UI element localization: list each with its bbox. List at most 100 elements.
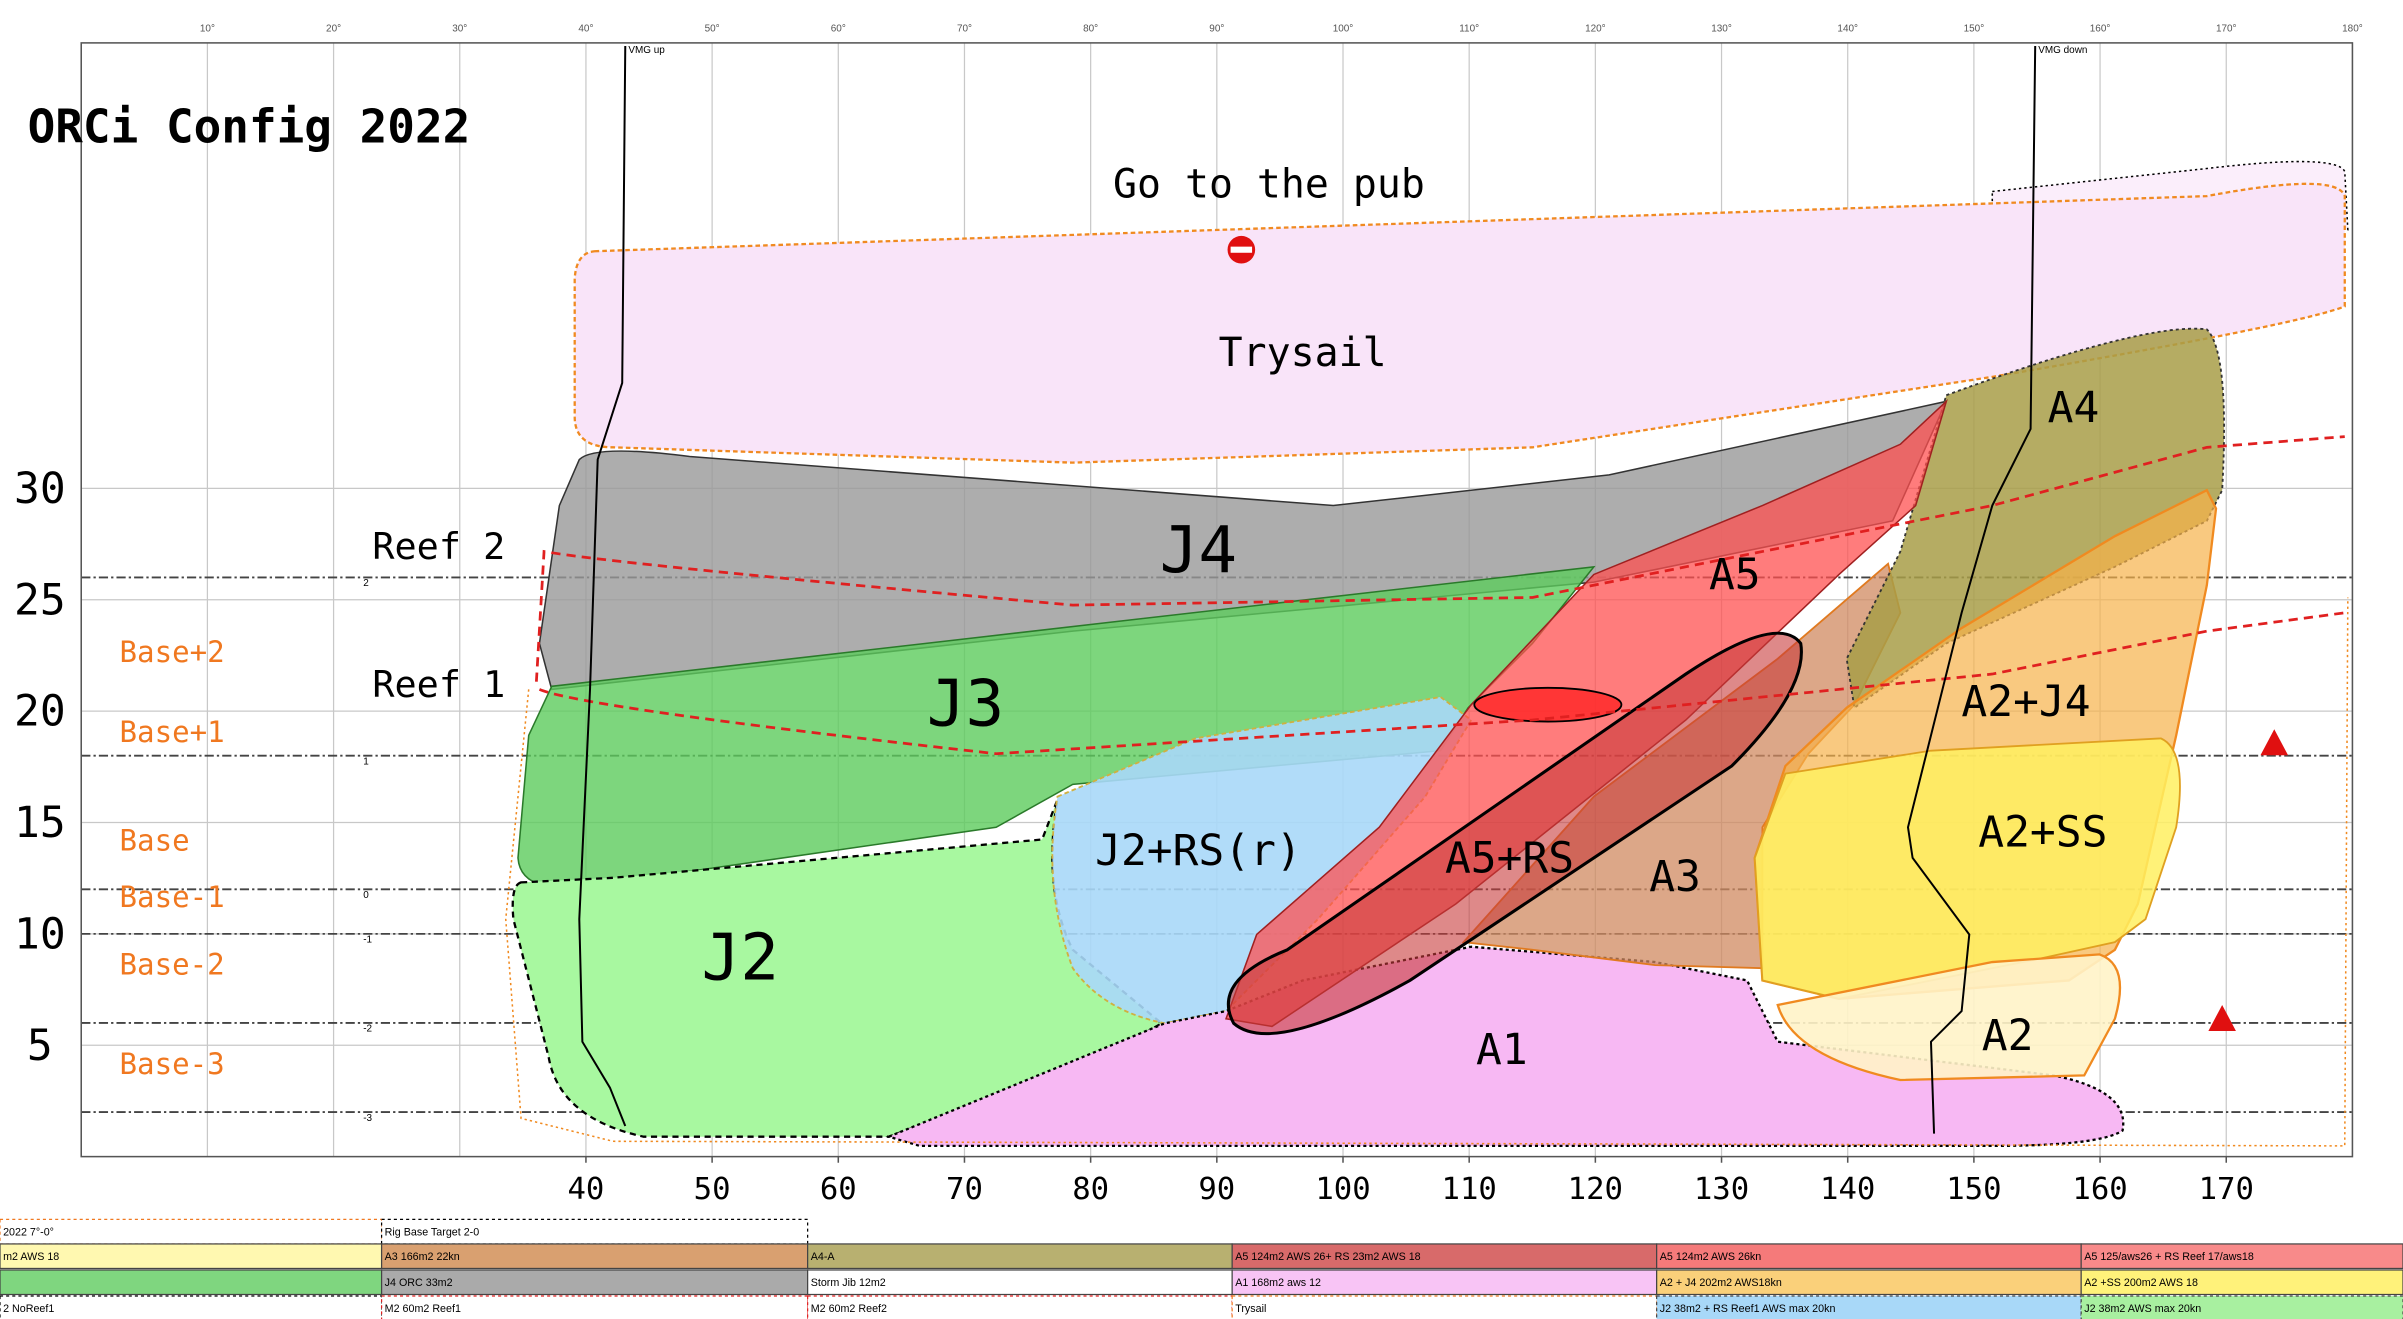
legend-label: A5 125/aws26 + RS Reef 17/aws18	[2084, 1251, 2254, 1263]
legend-cell	[0, 1295, 383, 1319]
legend-cell	[1656, 1243, 2082, 1270]
y-tick-label: 20	[14, 687, 66, 737]
top-tick-label: 170°	[2216, 24, 2237, 35]
legend-label: J2 38m2 AWS max 20kn	[2084, 1303, 2201, 1315]
top-tick-label: 70°	[957, 24, 972, 35]
region-label: A4	[2048, 383, 2100, 433]
x-tick-label: 60	[820, 1172, 857, 1207]
region-label: A2+J4	[1961, 677, 2090, 727]
reef-line	[538, 611, 2345, 756]
top-tick-label: 80°	[1083, 24, 1098, 35]
regions	[511, 160, 2349, 1148]
y-tick-label: 15	[14, 798, 66, 848]
reference-label: 0	[363, 890, 369, 901]
top-tick-label: 120°	[1585, 24, 1606, 35]
curve-label: VMG down	[2038, 45, 2087, 56]
labels: 10° 20° 30° 40° 50° 60° 70° 80° 90° 100° 110° 120° 1…	[14, 24, 2363, 1207]
reef-line	[535, 435, 2345, 682]
reference-label: -2	[363, 1024, 372, 1035]
top-tick-label: 100°	[1333, 24, 1354, 35]
region	[1845, 327, 2225, 710]
vmg-up-line	[578, 45, 627, 1127]
legend-cell	[1231, 1243, 1658, 1270]
legend-cell	[2080, 1243, 2403, 1270]
region-label: J4	[1160, 513, 1237, 588]
reference-label: -3	[363, 1113, 372, 1124]
top-tick-label: 90°	[1209, 24, 1224, 35]
level-label: Reef 2	[372, 525, 505, 568]
x-tick-label: 130	[1694, 1172, 1749, 1207]
reference-label: 1	[363, 756, 369, 767]
legend-label: J4 ORC 33m2	[385, 1277, 453, 1289]
legend-label: Trysail	[1235, 1303, 1266, 1315]
legend-cell	[380, 1269, 809, 1296]
legend-label: A4-A	[811, 1251, 836, 1263]
x-tick-label: 70	[946, 1172, 983, 1207]
legend: 2022 7°-0° Rig Base Target 2-0 m2 AWS 18 A3…	[0, 1218, 2403, 1319]
top-tick-label: 10°	[200, 24, 215, 35]
legend-cell	[2080, 1269, 2403, 1296]
legend-cell	[0, 1218, 383, 1245]
legend-cell	[1231, 1295, 1658, 1319]
top-tick-label: 110°	[1459, 24, 1479, 35]
legend-label: A2 + J4 202m2 AWS18kn	[1660, 1277, 1782, 1289]
legend-label: M2 60m2 Reef2	[811, 1303, 887, 1315]
x-tick-label: 160	[2072, 1172, 2127, 1207]
legend-label: A1 168m2 aws 12	[1235, 1277, 1321, 1289]
x-tick-label: 150	[1946, 1172, 2001, 1207]
level-label: Base-1	[120, 880, 225, 914]
top-tick-label: 180°	[2342, 24, 2363, 35]
x-tick-label: 110	[1442, 1172, 1497, 1207]
region-label: A5	[1709, 550, 1761, 600]
x-tick-label: 170	[2199, 1172, 2254, 1207]
level-label: Base+1	[120, 715, 225, 749]
region	[1776, 953, 2122, 1082]
x-tick-label: 100	[1315, 1172, 1370, 1207]
top-tick-label: 20°	[326, 24, 341, 35]
top-tick-label: 140°	[1837, 24, 1858, 35]
legend-cell	[380, 1243, 809, 1270]
chart-title: ORCi Config 2022	[28, 100, 471, 154]
region-label: J3	[927, 666, 1004, 741]
x-tick-label: 40	[567, 1172, 604, 1207]
x-tick-label: 140	[1820, 1172, 1875, 1207]
region-label: A2+SS	[1978, 807, 2107, 857]
region-label: Trysail	[1219, 330, 1387, 376]
warning-triangle	[2260, 729, 2289, 756]
legend-label: Storm Jib 12m2	[811, 1277, 886, 1289]
region-label: J2	[701, 921, 778, 996]
x-tick-label: 120	[1568, 1172, 1623, 1207]
legend-cell	[2080, 1295, 2403, 1319]
region-label: A5+RS	[1445, 833, 1574, 883]
warning-triangle	[2208, 1004, 2236, 1031]
legend-label: A3 166m2 22kn	[385, 1251, 460, 1263]
curve-label: VMG up	[628, 45, 665, 56]
top-tick-label: 160°	[2090, 24, 2111, 35]
x-tick-label: 80	[1072, 1172, 1109, 1207]
legend-label: A5 124m2 AWS 26kn	[1660, 1251, 1762, 1263]
legend-label: A5 124m2 AWS 26+ RS 23m2 AWS 18	[1235, 1251, 1420, 1263]
level-label: Base-3	[120, 1047, 225, 1081]
region	[885, 945, 2125, 1148]
region	[1227, 631, 1803, 1036]
top-tick-label: 60°	[831, 24, 846, 35]
level-label: Base	[120, 824, 190, 858]
legend-label: m2 AWS 18	[3, 1251, 59, 1263]
legend-cell	[0, 1243, 383, 1270]
region-label: A2	[1982, 1011, 2034, 1061]
x-tick-label: 50	[694, 1172, 731, 1207]
vmg-down-line	[1906, 45, 2037, 1134]
reef-lines	[504, 435, 2349, 1147]
level-label: Reef 1	[372, 663, 505, 706]
legend-label: J2 38m2 + RS Reef1 AWS max 20kn	[1660, 1303, 1836, 1315]
legend-label: A2 +SS 200m2 AWS 18	[2084, 1277, 2198, 1289]
region-label: A1	[1476, 1025, 1528, 1075]
legend-cell	[1656, 1269, 2082, 1296]
top-tick-label: 50°	[705, 24, 720, 35]
legend-cell	[0, 1269, 383, 1296]
region-label: A3	[1649, 852, 1701, 902]
legend-label: 2 NoReef1	[3, 1303, 54, 1315]
top-tick-label: 150°	[1964, 24, 1985, 35]
top-tick-label: 30°	[452, 24, 467, 35]
